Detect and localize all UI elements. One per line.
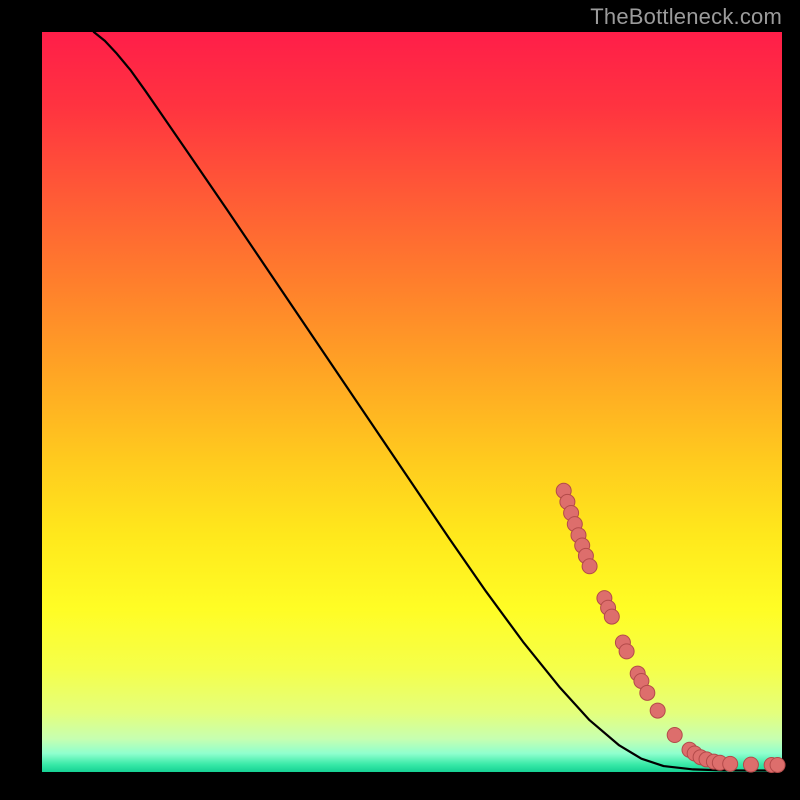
data-marker	[582, 559, 597, 574]
data-marker	[743, 757, 758, 772]
data-marker	[770, 757, 785, 772]
watermark-text: TheBottleneck.com	[590, 4, 782, 30]
data-marker	[640, 685, 655, 700]
plot-gradient-background	[42, 32, 782, 772]
data-marker	[667, 728, 682, 743]
data-marker	[650, 703, 665, 718]
data-marker	[604, 609, 619, 624]
chart-container: TheBottleneck.com	[0, 0, 800, 800]
data-marker	[619, 644, 634, 659]
data-marker	[723, 756, 738, 771]
bottleneck-chart	[0, 0, 800, 800]
